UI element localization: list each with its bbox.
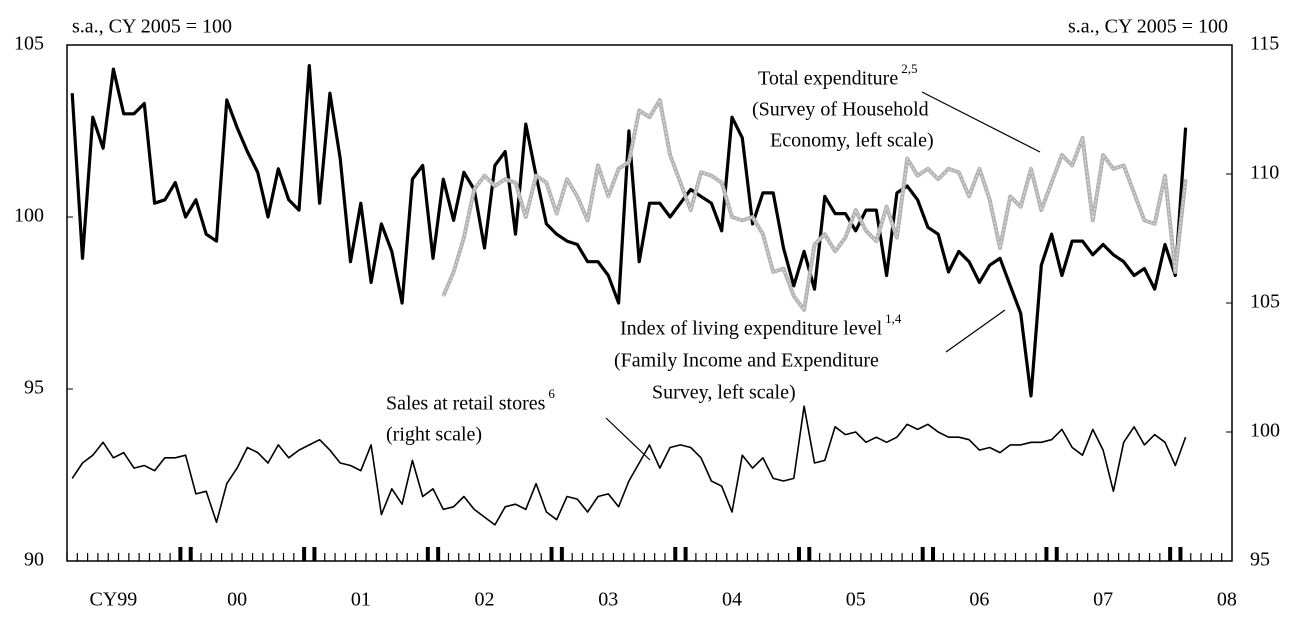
annotation: Economy, left scale) — [770, 130, 934, 152]
annotation-superscript: 6 — [548, 386, 555, 401]
annotation-superscript: 1,4 — [885, 311, 902, 326]
y2-tick-label: 115 — [1250, 33, 1279, 55]
y-tick-label: 90 — [24, 549, 44, 571]
leader-line — [945, 309, 1006, 353]
y2-axis-label: s.a., CY 2005 = 100 — [1068, 16, 1228, 38]
x-tick-label: 03 — [598, 589, 618, 611]
x-tick-label: 01 — [351, 589, 371, 611]
y-tick-label: 100 — [14, 205, 44, 227]
x-tick-label: 04 — [722, 589, 742, 611]
annotation: Total expenditure — [758, 68, 898, 90]
y2-tick-label: 105 — [1250, 291, 1280, 313]
x-tick-label: 08 — [1217, 589, 1237, 611]
series-line-highlight — [442, 98, 1187, 312]
series-line — [71, 405, 1187, 526]
plot-frame — [66, 44, 1233, 562]
x-tick-label: 05 — [846, 589, 866, 611]
leader-line — [921, 91, 1041, 153]
x-tick-label: 00 — [227, 589, 247, 611]
annotation: (Family Income and Expenditure — [614, 350, 879, 372]
annotation: Survey, left scale) — [652, 382, 796, 404]
x-tick-label: 02 — [475, 589, 495, 611]
x-tick-label: CY99 — [89, 589, 137, 611]
annotation: (right scale) — [386, 424, 482, 446]
annotation-superscript: 2,5 — [901, 61, 917, 76]
y2-tick-label: 95 — [1250, 549, 1270, 571]
y2-tick-label: 100 — [1250, 420, 1280, 442]
x-tick-label: 07 — [1093, 589, 1113, 611]
series-line — [70, 63, 1188, 398]
y-tick-label: 105 — [14, 33, 44, 55]
x-tick-label: 06 — [969, 589, 989, 611]
y-tick-label: 95 — [24, 377, 44, 399]
y-axis-label: s.a., CY 2005 = 100 — [72, 16, 232, 38]
y2-tick-label: 110 — [1250, 162, 1279, 184]
annotation: (Survey of Household — [752, 99, 929, 121]
leader-line — [605, 417, 651, 461]
annotation: Index of living expenditure level — [620, 318, 883, 340]
annotation: Sales at retail stores — [386, 393, 546, 415]
